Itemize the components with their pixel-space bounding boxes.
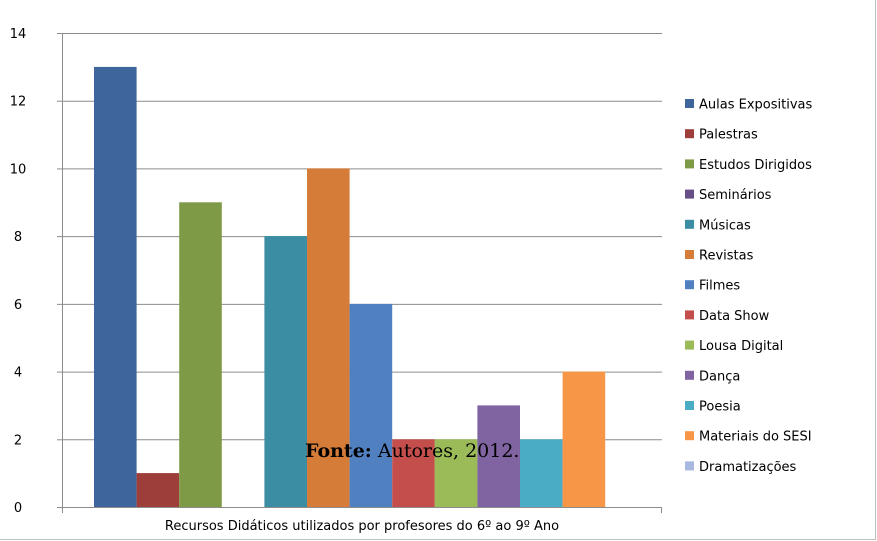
legend-label-filmes: Filmes [699, 279, 740, 294]
legend-swatch-estudos-dirigidos [685, 159, 694, 169]
legend-swatch-danca [685, 370, 694, 380]
bar-estudos-dirigidos [179, 202, 222, 508]
legend-label-poesia: Poesia [699, 400, 741, 415]
bar-data-show [392, 439, 435, 507]
legend-label-danca: Dança [699, 369, 740, 384]
legend-swatch-lousa-digital [685, 340, 694, 350]
legend-swatch-materiais-do-sesi [685, 431, 694, 441]
legend-label-lousa-digital: Lousa Digital [699, 339, 783, 354]
legend-label-materiais-do-sesi: Materiais do SESI [699, 430, 812, 445]
bar-materiais-do-sesi [562, 371, 606, 507]
y-tick-label: 10 [10, 162, 27, 177]
bar-palestras [136, 473, 180, 507]
legend-label-musicas: Músicas [699, 218, 751, 233]
bar-filmes [349, 303, 393, 507]
bar-revistas [307, 168, 350, 507]
legend-swatch-revistas [685, 250, 694, 259]
source-note: Fonte: Autores, 2012. [305, 440, 519, 462]
legend-swatch-aulas-expositivas [685, 99, 694, 108]
legend-label-data-show: Data Show [699, 309, 770, 324]
legend-swatch-palestras [685, 129, 694, 139]
source-note-text: Autores, 2012. [377, 440, 520, 462]
bar-danca [477, 405, 520, 507]
legend-swatch-musicas [685, 219, 694, 229]
legend-label-aulas-expositivas: Aulas Expositivas [699, 98, 812, 113]
legend-label-revistas: Revistas [699, 249, 754, 264]
legend-swatch-poesia [685, 401, 694, 410]
bar-aulas-expositivas [94, 66, 137, 508]
y-tick-label: 6 [14, 298, 22, 313]
bar-poesia [520, 439, 563, 507]
bar-lousa-digital [434, 439, 478, 507]
x-axis-label: Recursos Didáticos utilizados por profes… [165, 519, 559, 534]
y-tick-label: 14 [10, 27, 27, 42]
legend-label-dramatizacoes: Dramatizações [699, 460, 797, 475]
y-tick-label: 2 [14, 433, 22, 448]
source-note-key: Fonte: [305, 440, 372, 462]
legend-swatch-seminarios [685, 189, 694, 199]
bar-musicas [264, 236, 307, 507]
y-tick-label: 4 [14, 366, 22, 381]
legend-label-seminarios: Seminários [699, 188, 772, 203]
legend-swatch-dramatizacoes [685, 461, 694, 471]
y-tick-label: 0 [14, 501, 22, 516]
y-tick-label: 8 [14, 230, 22, 245]
legend-label-palestras: Palestras [699, 128, 758, 143]
y-tick-label: 12 [10, 95, 27, 110]
legend-swatch-data-show [685, 310, 694, 320]
legend-swatch-filmes [685, 280, 694, 290]
legend-label-estudos-dirigidos: Estudos Dirigidos [699, 158, 812, 173]
